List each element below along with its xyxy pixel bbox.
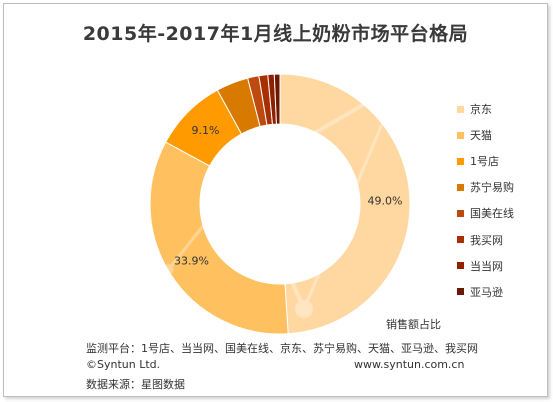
legend-item: 苏宁易购 [457, 174, 545, 200]
legend-swatch [457, 262, 464, 270]
legend-item: 国美在线 [457, 200, 545, 226]
chart-legend: 京东 天猫 1号店 苏宁易购 国美在线 我买网 当当网 亚马逊 [457, 96, 545, 305]
legend-item: 亚马逊 [457, 279, 545, 305]
syntun-watermark-logo [164, 68, 415, 318]
footer-website[interactable]: www.syntun.com.cn [354, 358, 465, 371]
footer-platforms: 监测平台：1号店、当当网、国美在线、京东、苏宁易购、天猫、亚马逊、我买网 [86, 342, 478, 355]
legend-label: 天猫 [470, 129, 492, 143]
legend-item: 京东 [457, 96, 545, 122]
footer-copyright: ©Syntun Ltd. [86, 358, 161, 371]
data-label-2: 9.1% [192, 124, 220, 137]
data-label-0: 49.0% [367, 195, 402, 208]
legend-item: 当当网 [457, 253, 545, 279]
legend-swatch [457, 209, 464, 217]
legend-label: 当当网 [470, 259, 503, 273]
legend-item: 我买网 [457, 226, 545, 252]
legend-swatch [457, 183, 464, 191]
legend-item: 天猫 [457, 122, 545, 148]
data-labels: 49.0% 33.9% 9.1% [174, 124, 402, 268]
footer-source: 数据来源：星图数据 [86, 378, 185, 391]
legend-swatch [457, 131, 464, 139]
donut-slices [149, 73, 411, 335]
donut-slice-1 [149, 141, 289, 335]
legend-swatch [457, 236, 464, 244]
legend-swatch [457, 157, 464, 165]
legend-swatch [457, 288, 464, 296]
legend-item: 1号店 [457, 148, 545, 174]
legend-label: 国美在线 [470, 207, 514, 221]
chart-frame: 2015年-2017年1月线上奶粉市场平台格局 49.0% 33.9% 9.1% 京… [3, 3, 548, 397]
data-label-1: 33.9% [174, 255, 209, 268]
legend-label: 京东 [470, 103, 492, 117]
legend-label: 亚马逊 [470, 285, 503, 299]
legend-label: 我买网 [470, 233, 503, 247]
series-name-label: 销售额占比 [386, 318, 441, 331]
legend-label: 1号店 [470, 155, 499, 169]
legend-label: 苏宁易购 [470, 181, 514, 195]
donut-slice-7 [273, 73, 281, 125]
legend-swatch [457, 105, 464, 113]
chart-title: 2015年-2017年1月线上奶粉市场平台格局 [82, 23, 469, 45]
donut-slice-0 [279, 73, 411, 335]
donut-chart: 49.0% 33.9% 9.1% [149, 68, 415, 335]
